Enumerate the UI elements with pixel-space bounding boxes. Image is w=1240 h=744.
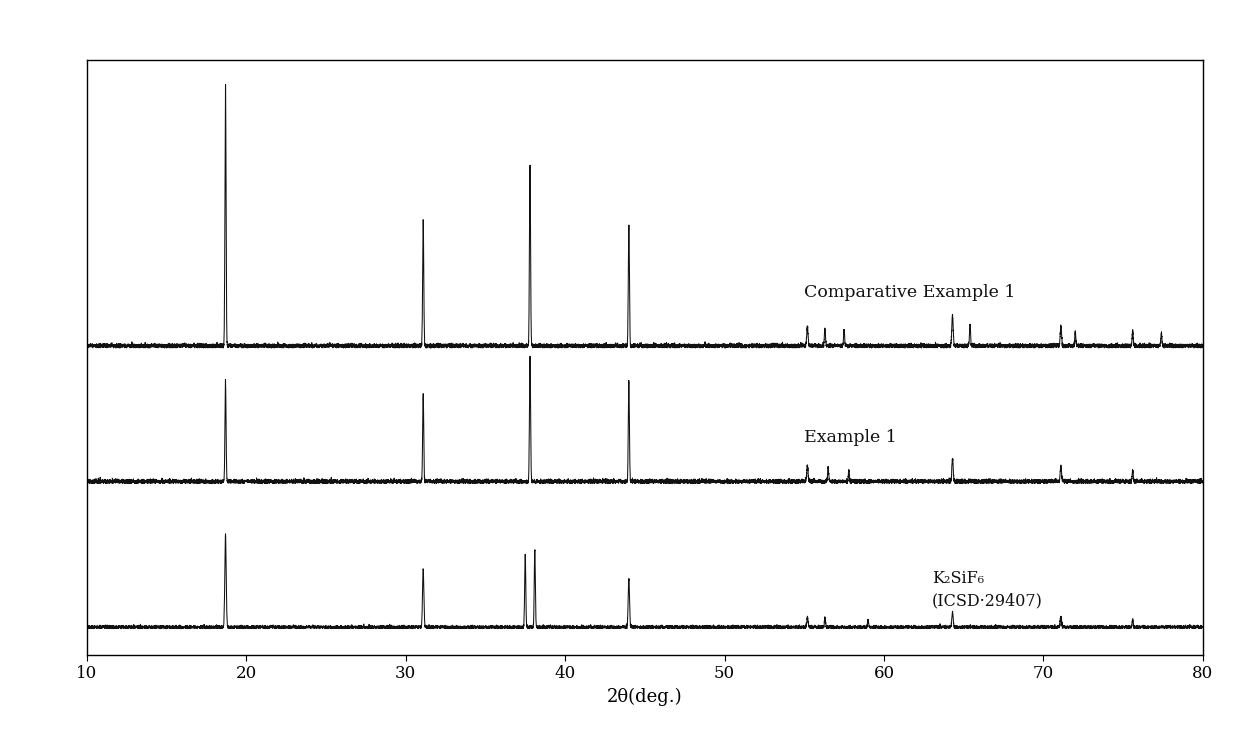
Text: K₂SiF₆
(ICSD·29407): K₂SiF₆ (ICSD·29407)	[931, 571, 1043, 609]
Text: Example 1: Example 1	[805, 429, 897, 446]
X-axis label: 2θ(deg.): 2θ(deg.)	[608, 687, 682, 706]
Text: Comparative Example 1: Comparative Example 1	[805, 283, 1016, 301]
